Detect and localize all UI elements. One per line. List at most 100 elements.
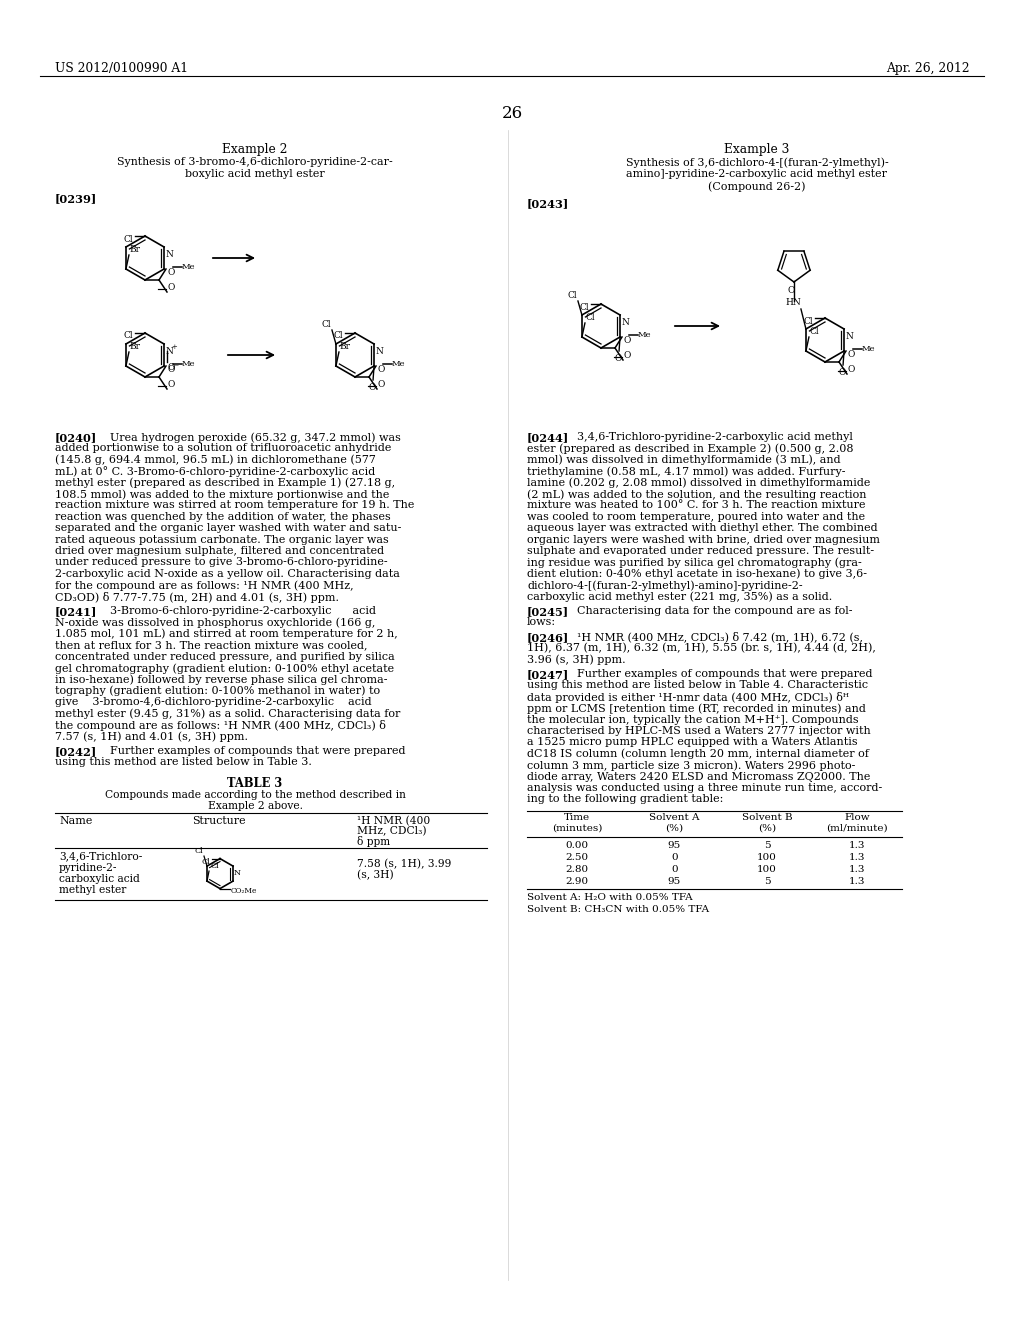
Text: organic layers were washed with brine, dried over magnesium: organic layers were washed with brine, d… — [527, 535, 880, 545]
Text: O⁻: O⁻ — [167, 363, 179, 372]
Text: aqueous layer was extracted with diethyl ether. The combined: aqueous layer was extracted with diethyl… — [527, 523, 878, 533]
Text: ing to the following gradient table:: ing to the following gradient table: — [527, 795, 723, 804]
Text: Solvent A: H₂O with 0.05% TFA: Solvent A: H₂O with 0.05% TFA — [527, 892, 692, 902]
Text: O: O — [168, 380, 175, 389]
Text: 3,4,6-Trichloro-pyridine-2-carboxylic acid methyl: 3,4,6-Trichloro-pyridine-2-carboxylic ac… — [577, 432, 853, 442]
Text: Urea hydrogen peroxide (65.32 g, 347.2 mmol) was: Urea hydrogen peroxide (65.32 g, 347.2 m… — [110, 432, 400, 442]
Text: analysis was conducted using a three minute run time, accord-: analysis was conducted using a three min… — [527, 783, 883, 793]
Text: 2.90: 2.90 — [565, 876, 589, 886]
Text: ¹H NMR (400: ¹H NMR (400 — [357, 816, 430, 826]
Text: Characterising data for the compound are as fol-: Characterising data for the compound are… — [577, 606, 853, 616]
Text: O: O — [167, 268, 174, 277]
Text: 1.3: 1.3 — [849, 841, 865, 850]
Text: characterised by HPLC-MS used a Waters 2777 injector with: characterised by HPLC-MS used a Waters 2… — [527, 726, 870, 737]
Text: 108.5 mmol) was added to the mixture portionwise and the: 108.5 mmol) was added to the mixture por… — [55, 488, 389, 499]
Text: O: O — [847, 350, 854, 359]
Text: N: N — [234, 869, 241, 876]
Text: in iso-hexane) followed by reverse phase silica gel chroma-: in iso-hexane) followed by reverse phase… — [55, 675, 387, 685]
Text: lamine (0.202 g, 2.08 mmol) dissolved in dimethylformamide: lamine (0.202 g, 2.08 mmol) dissolved in… — [527, 478, 870, 488]
Text: 1H), 6.37 (m, 1H), 6.32 (m, 1H), 5.55 (br. s, 1H), 4.44 (d, 2H),: 1H), 6.37 (m, 1H), 6.32 (m, 1H), 5.55 (b… — [527, 643, 876, 653]
Text: (Compound 26-2): (Compound 26-2) — [709, 181, 806, 191]
Text: methyl ester: methyl ester — [59, 884, 126, 895]
Text: 2.50: 2.50 — [565, 853, 589, 862]
Text: Solvent A
(%): Solvent A (%) — [649, 813, 699, 832]
Text: Cl: Cl — [586, 313, 596, 322]
Text: [0244]: [0244] — [527, 432, 569, 444]
Text: N-oxide was dissolved in phosphorus oxychloride (166 g,: N-oxide was dissolved in phosphorus oxyc… — [55, 618, 376, 628]
Text: O: O — [167, 366, 174, 374]
Text: the molecular ion, typically the cation M+H⁺]. Compounds: the molecular ion, typically the cation … — [527, 714, 859, 725]
Text: Example 2: Example 2 — [222, 143, 288, 156]
Text: then at reflux for 3 h. The reaction mixture was cooled,: then at reflux for 3 h. The reaction mix… — [55, 640, 368, 651]
Text: 3-Bromo-6-chloro-pyridine-2-carboxylic      acid: 3-Bromo-6-chloro-pyridine-2-carboxylic a… — [110, 606, 376, 616]
Text: Me: Me — [638, 331, 651, 339]
Text: Example 2 above.: Example 2 above. — [208, 801, 302, 810]
Text: data provided is either ¹H-nmr data (400 MHz, CDCl₃) δᴴ: data provided is either ¹H-nmr data (400… — [527, 692, 849, 702]
Text: gel chromatography (gradient elution: 0-100% ethyl acetate: gel chromatography (gradient elution: 0-… — [55, 663, 394, 673]
Text: Structure: Structure — [193, 816, 246, 825]
Text: 100: 100 — [757, 853, 777, 862]
Text: Synthesis of 3-bromo-4,6-dichloro-pyridine-2-car-: Synthesis of 3-bromo-4,6-dichloro-pyridi… — [117, 157, 393, 168]
Text: pyridine-2-: pyridine-2- — [59, 862, 118, 873]
Text: Further examples of compounds that were prepared: Further examples of compounds that were … — [577, 669, 872, 678]
Text: 5: 5 — [764, 876, 770, 886]
Text: CD₃OD) δ 7.77-7.75 (m, 2H) and 4.01 (s, 3H) ppm.: CD₃OD) δ 7.77-7.75 (m, 2H) and 4.01 (s, … — [55, 591, 339, 603]
Text: ppm or LCMS [retention time (RT, recorded in minutes) and: ppm or LCMS [retention time (RT, recorde… — [527, 704, 866, 714]
Text: methyl ester (prepared as described in Example 1) (27.18 g,: methyl ester (prepared as described in E… — [55, 478, 395, 488]
Text: for the compound are as follows: ¹H NMR (400 MHz,: for the compound are as follows: ¹H NMR … — [55, 581, 353, 591]
Text: +: + — [171, 343, 177, 351]
Text: 2.80: 2.80 — [565, 865, 589, 874]
Text: 26: 26 — [502, 106, 522, 121]
Text: Me: Me — [392, 360, 406, 368]
Text: ing residue was purified by silica gel chromatography (gra-: ing residue was purified by silica gel c… — [527, 557, 862, 568]
Text: [0242]: [0242] — [55, 746, 97, 756]
Text: Compounds made according to the method described in: Compounds made according to the method d… — [104, 789, 406, 800]
Text: 3.96 (s, 3H) ppm.: 3.96 (s, 3H) ppm. — [527, 655, 626, 665]
Text: concentrated under reduced pressure, and purified by silica: concentrated under reduced pressure, and… — [55, 652, 394, 661]
Text: reaction mixture was stirred at room temperature for 19 h. The: reaction mixture was stirred at room tem… — [55, 500, 415, 511]
Text: N: N — [621, 318, 629, 327]
Text: 95: 95 — [668, 841, 681, 850]
Text: using this method are listed below in Table 3.: using this method are listed below in Ta… — [55, 758, 312, 767]
Text: 1.3: 1.3 — [849, 865, 865, 874]
Text: 100: 100 — [757, 865, 777, 874]
Text: [0246]: [0246] — [527, 632, 569, 643]
Text: O: O — [624, 351, 632, 360]
Text: Solvent B: CH₃CN with 0.05% TFA: Solvent B: CH₃CN with 0.05% TFA — [527, 904, 710, 913]
Text: (2 mL) was added to the solution, and the resulting reaction: (2 mL) was added to the solution, and th… — [527, 488, 866, 499]
Text: O: O — [623, 337, 631, 345]
Text: (145.8 g, 694.4 mmol, 96.5 mL) in dichloromethane (577: (145.8 g, 694.4 mmol, 96.5 mL) in dichlo… — [55, 455, 376, 466]
Text: mL) at 0° C. 3-Bromo-6-chloro-pyridine-2-carboxylic acid: mL) at 0° C. 3-Bromo-6-chloro-pyridine-2… — [55, 466, 375, 477]
Text: [0241]: [0241] — [55, 606, 97, 616]
Text: carboxylic acid: carboxylic acid — [59, 874, 140, 883]
Text: Name: Name — [59, 816, 92, 825]
Text: Apr. 26, 2012: Apr. 26, 2012 — [887, 62, 970, 75]
Text: 1.3: 1.3 — [849, 853, 865, 862]
Text: 2-carboxylic acid N-oxide as a yellow oil. Characterising data: 2-carboxylic acid N-oxide as a yellow oi… — [55, 569, 400, 578]
Text: O: O — [378, 380, 385, 389]
Text: US 2012/0100990 A1: US 2012/0100990 A1 — [55, 62, 188, 75]
Text: diode array, Waters 2420 ELSD and Micromass ZQ2000. The: diode array, Waters 2420 ELSD and Microm… — [527, 772, 870, 781]
Text: 7.58 (s, 1H), 3.99: 7.58 (s, 1H), 3.99 — [357, 858, 452, 869]
Text: 0.00: 0.00 — [565, 841, 589, 850]
Text: Example 3: Example 3 — [724, 143, 790, 156]
Text: 1.3: 1.3 — [849, 876, 865, 886]
Text: Br: Br — [130, 246, 141, 253]
Text: dichloro-4-[(furan-2-ylmethyl)-amino]-pyridine-2-: dichloro-4-[(furan-2-ylmethyl)-amino]-py… — [527, 581, 803, 591]
Text: Br: Br — [340, 342, 351, 351]
Text: dried over magnesium sulphate, filtered and concentrated: dried over magnesium sulphate, filtered … — [55, 546, 384, 556]
Text: added portionwise to a solution of trifluoroacetic anhydride: added portionwise to a solution of trifl… — [55, 444, 391, 453]
Text: [0243]: [0243] — [527, 198, 569, 209]
Text: give    3-bromo-4,6-dichloro-pyridine-2-carboxylic    acid: give 3-bromo-4,6-dichloro-pyridine-2-car… — [55, 697, 372, 708]
Text: mixture was heated to 100° C. for 3 h. The reaction mixture: mixture was heated to 100° C. for 3 h. T… — [527, 500, 865, 511]
Text: [0245]: [0245] — [527, 606, 569, 616]
Text: was cooled to room temperature, poured into water and the: was cooled to room temperature, poured i… — [527, 512, 865, 521]
Text: 7.57 (s, 1H) and 4.01 (s, 3H) ppm.: 7.57 (s, 1H) and 4.01 (s, 3H) ppm. — [55, 731, 248, 742]
Text: N: N — [165, 249, 173, 259]
Text: O: O — [168, 282, 175, 292]
Text: mmol) was dissolved in dimethylformamide (3 mL), and: mmol) was dissolved in dimethylformamide… — [527, 455, 841, 466]
Text: dC18 IS column (column length 20 mm, internal diameter of: dC18 IS column (column length 20 mm, int… — [527, 748, 869, 759]
Text: O: O — [848, 366, 855, 374]
Text: methyl ester (9.45 g, 31%) as a solid. Characterising data for: methyl ester (9.45 g, 31%) as a solid. C… — [55, 709, 400, 719]
Text: Cl: Cl — [567, 290, 577, 300]
